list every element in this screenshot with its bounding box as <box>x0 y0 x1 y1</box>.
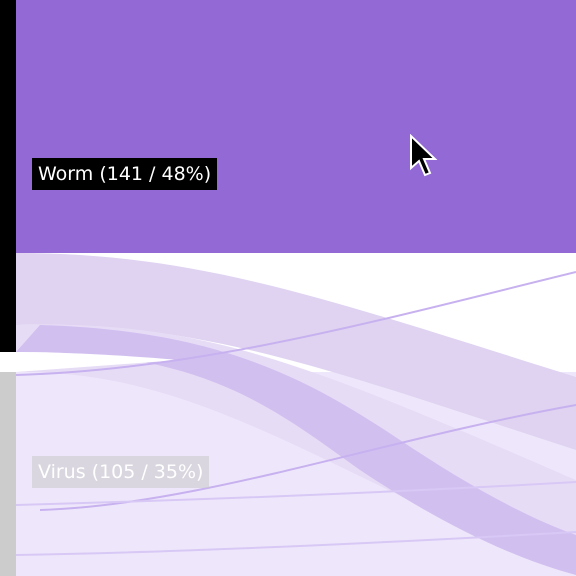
link-worm-dark[interactable] <box>16 325 576 575</box>
arrow-cursor-icon <box>410 134 438 177</box>
link-line-1[interactable] <box>15 271 576 376</box>
link-line-2[interactable] <box>39 404 576 511</box>
worm-node-bar[interactable] <box>0 0 16 352</box>
worm-node-label: Worm (141 / 48%) <box>32 158 218 190</box>
virus-node-bar[interactable] <box>0 372 16 576</box>
link-worm-top[interactable] <box>16 253 576 450</box>
worm-node-band[interactable] <box>16 0 576 253</box>
link-line-4[interactable] <box>15 531 576 556</box>
virus-node-label: Virus (105 / 35%) <box>32 456 210 488</box>
gap-1 <box>16 352 180 372</box>
link-line-3[interactable] <box>15 481 576 506</box>
